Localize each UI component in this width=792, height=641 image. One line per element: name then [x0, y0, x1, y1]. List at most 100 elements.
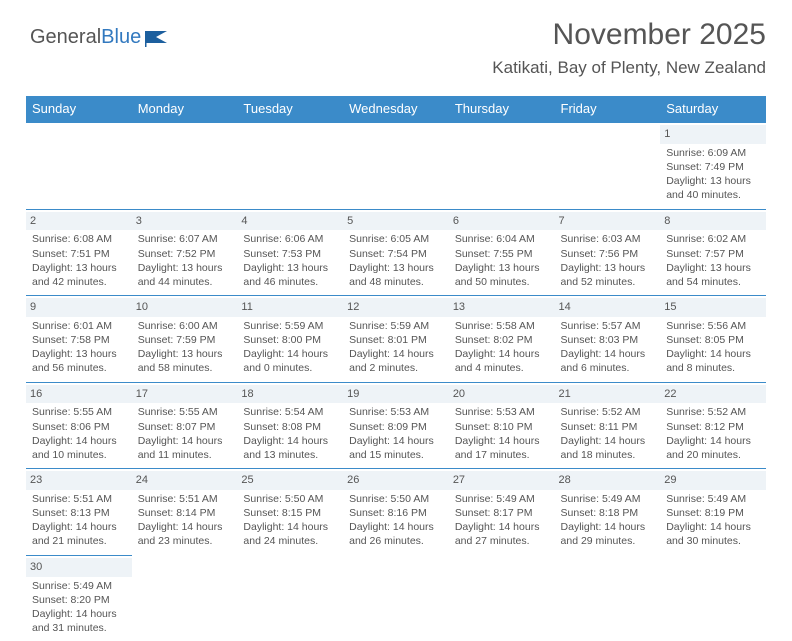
calendar-header-row: Sunday Monday Tuesday Wednesday Thursday…: [26, 96, 766, 122]
day-number: 20: [449, 385, 555, 404]
day-daylight: Daylight: 14 hours and 29 minutes.: [561, 520, 655, 548]
calendar-cell: 24Sunrise: 5:51 AMSunset: 8:14 PMDayligh…: [132, 469, 238, 556]
day-number: 6: [449, 212, 555, 231]
day-sunset: Sunset: 8:08 PM: [243, 420, 337, 434]
day-sunset: Sunset: 8:06 PM: [32, 420, 126, 434]
day-sunset: Sunset: 8:14 PM: [138, 506, 232, 520]
day-daylight: Daylight: 14 hours and 10 minutes.: [32, 434, 126, 462]
day-sunrise: Sunrise: 6:05 AM: [349, 232, 443, 246]
calendar-cell: 19Sunrise: 5:53 AMSunset: 8:09 PMDayligh…: [343, 382, 449, 469]
calendar-cell: 11Sunrise: 5:59 AMSunset: 8:00 PMDayligh…: [237, 296, 343, 383]
day-sunset: Sunset: 8:18 PM: [561, 506, 655, 520]
day-daylight: Daylight: 13 hours and 56 minutes.: [32, 347, 126, 375]
calendar-cell: 21Sunrise: 5:52 AMSunset: 8:11 PMDayligh…: [555, 382, 661, 469]
day-number: 27: [449, 471, 555, 490]
day-number: 30: [26, 558, 132, 577]
calendar-cell: 6Sunrise: 6:04 AMSunset: 7:55 PMDaylight…: [449, 209, 555, 296]
day-header: Monday: [132, 96, 238, 122]
day-daylight: Daylight: 13 hours and 58 minutes.: [138, 347, 232, 375]
day-daylight: Daylight: 13 hours and 48 minutes.: [349, 261, 443, 289]
day-sunrise: Sunrise: 6:04 AM: [455, 232, 549, 246]
day-sunset: Sunset: 8:13 PM: [32, 506, 126, 520]
day-daylight: Daylight: 14 hours and 18 minutes.: [561, 434, 655, 462]
day-number: 9: [26, 298, 132, 317]
day-number: 2: [26, 212, 132, 231]
day-sunset: Sunset: 8:17 PM: [455, 506, 549, 520]
calendar-cell: 14Sunrise: 5:57 AMSunset: 8:03 PMDayligh…: [555, 296, 661, 383]
day-number: 7: [555, 212, 661, 231]
calendar-cell: [237, 122, 343, 209]
day-sunset: Sunset: 7:54 PM: [349, 247, 443, 261]
calendar-cell: 13Sunrise: 5:58 AMSunset: 8:02 PMDayligh…: [449, 296, 555, 383]
day-sunrise: Sunrise: 5:55 AM: [32, 405, 126, 419]
day-sunrise: Sunrise: 5:50 AM: [243, 492, 337, 506]
day-sunrise: Sunrise: 5:52 AM: [666, 405, 760, 419]
day-daylight: Daylight: 14 hours and 27 minutes.: [455, 520, 549, 548]
day-number: 5: [343, 212, 449, 231]
calendar-cell: 26Sunrise: 5:50 AMSunset: 8:16 PMDayligh…: [343, 469, 449, 556]
day-number: 11: [237, 298, 343, 317]
day-sunrise: Sunrise: 5:49 AM: [666, 492, 760, 506]
day-sunset: Sunset: 7:55 PM: [455, 247, 549, 261]
day-sunset: Sunset: 7:57 PM: [666, 247, 760, 261]
day-daylight: Daylight: 14 hours and 30 minutes.: [666, 520, 760, 548]
day-sunrise: Sunrise: 6:07 AM: [138, 232, 232, 246]
day-number: 22: [660, 385, 766, 404]
day-number: 4: [237, 212, 343, 231]
day-daylight: Daylight: 14 hours and 13 minutes.: [243, 434, 337, 462]
day-header: Saturday: [660, 96, 766, 122]
day-sunset: Sunset: 7:58 PM: [32, 333, 126, 347]
calendar-cell: [237, 555, 343, 641]
calendar-cell: 7Sunrise: 6:03 AMSunset: 7:56 PMDaylight…: [555, 209, 661, 296]
day-number: 16: [26, 385, 132, 404]
day-sunset: Sunset: 8:10 PM: [455, 420, 549, 434]
day-number: 19: [343, 385, 449, 404]
day-daylight: Daylight: 14 hours and 17 minutes.: [455, 434, 549, 462]
day-header: Friday: [555, 96, 661, 122]
calendar-cell: [555, 122, 661, 209]
day-daylight: Daylight: 13 hours and 42 minutes.: [32, 261, 126, 289]
calendar-cell: [449, 122, 555, 209]
day-sunset: Sunset: 7:52 PM: [138, 247, 232, 261]
day-header: Sunday: [26, 96, 132, 122]
day-number: 18: [237, 385, 343, 404]
day-sunrise: Sunrise: 6:01 AM: [32, 319, 126, 333]
calendar-cell: 30Sunrise: 5:49 AMSunset: 8:20 PMDayligh…: [26, 555, 132, 641]
logo-word-b: Blue: [101, 26, 141, 49]
day-number: 28: [555, 471, 661, 490]
day-sunrise: Sunrise: 5:51 AM: [32, 492, 126, 506]
day-daylight: Daylight: 14 hours and 15 minutes.: [349, 434, 443, 462]
day-daylight: Daylight: 14 hours and 11 minutes.: [138, 434, 232, 462]
calendar-cell: 25Sunrise: 5:50 AMSunset: 8:15 PMDayligh…: [237, 469, 343, 556]
day-sunset: Sunset: 8:20 PM: [32, 593, 126, 607]
day-sunset: Sunset: 8:07 PM: [138, 420, 232, 434]
calendar-cell: [132, 122, 238, 209]
day-number: 1: [660, 125, 766, 144]
calendar-cell: 8Sunrise: 6:02 AMSunset: 7:57 PMDaylight…: [660, 209, 766, 296]
day-sunrise: Sunrise: 6:03 AM: [561, 232, 655, 246]
day-daylight: Daylight: 14 hours and 20 minutes.: [666, 434, 760, 462]
page-subtitle: Katikati, Bay of Plenty, New Zealand: [26, 58, 766, 78]
day-daylight: Daylight: 14 hours and 24 minutes.: [243, 520, 337, 548]
calendar-cell: 29Sunrise: 5:49 AMSunset: 8:19 PMDayligh…: [660, 469, 766, 556]
day-sunset: Sunset: 8:19 PM: [666, 506, 760, 520]
calendar-cell: 2Sunrise: 6:08 AMSunset: 7:51 PMDaylight…: [26, 209, 132, 296]
day-header: Tuesday: [237, 96, 343, 122]
calendar-cell: 22Sunrise: 5:52 AMSunset: 8:12 PMDayligh…: [660, 382, 766, 469]
calendar-cell: 17Sunrise: 5:55 AMSunset: 8:07 PMDayligh…: [132, 382, 238, 469]
day-sunrise: Sunrise: 6:02 AM: [666, 232, 760, 246]
day-sunrise: Sunrise: 5:54 AM: [243, 405, 337, 419]
day-daylight: Daylight: 13 hours and 54 minutes.: [666, 261, 760, 289]
day-daylight: Daylight: 14 hours and 21 minutes.: [32, 520, 126, 548]
logo-flag-icon: [145, 29, 171, 47]
day-number: 14: [555, 298, 661, 317]
calendar-cell: 10Sunrise: 6:00 AMSunset: 7:59 PMDayligh…: [132, 296, 238, 383]
day-sunrise: Sunrise: 5:57 AM: [561, 319, 655, 333]
day-number: 24: [132, 471, 238, 490]
day-daylight: Daylight: 14 hours and 26 minutes.: [349, 520, 443, 548]
calendar-cell: [449, 555, 555, 641]
day-daylight: Daylight: 13 hours and 44 minutes.: [138, 261, 232, 289]
calendar-cell: [343, 555, 449, 641]
day-daylight: Daylight: 13 hours and 50 minutes.: [455, 261, 549, 289]
calendar-cell: 15Sunrise: 5:56 AMSunset: 8:05 PMDayligh…: [660, 296, 766, 383]
